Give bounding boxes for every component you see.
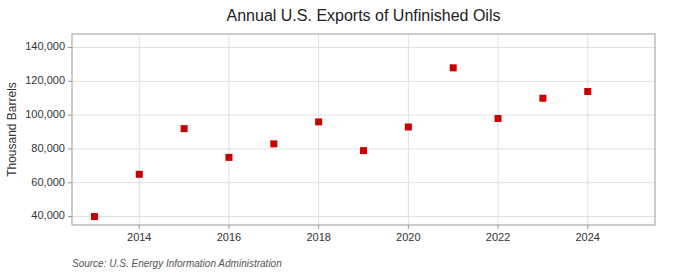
y-tick-label: 100,000 xyxy=(25,108,65,120)
y-tick xyxy=(68,47,72,48)
x-tick xyxy=(318,225,319,229)
y-tick-label: 120,000 xyxy=(25,74,65,86)
y-tick xyxy=(68,182,72,183)
point xyxy=(91,213,98,220)
x-tick xyxy=(408,225,409,229)
point xyxy=(360,147,367,154)
x-tick-label: 2014 xyxy=(127,231,151,243)
grid-line xyxy=(498,34,499,225)
grid-line xyxy=(72,81,655,82)
point xyxy=(450,64,457,71)
x-tick xyxy=(498,225,499,229)
title: Annual U.S. Exports of Unfinished Oils xyxy=(227,7,501,24)
grid-line xyxy=(228,34,229,225)
y-tick xyxy=(68,81,72,82)
y-tick-label: 60,000 xyxy=(31,176,65,188)
source-note: Source: U.S. Energy Information Administ… xyxy=(72,258,282,269)
x-tick-label: 2024 xyxy=(575,231,599,243)
point xyxy=(225,154,232,161)
plot-frame xyxy=(72,34,655,225)
y-tick-label: 40,000 xyxy=(31,209,65,221)
y-tick-label: 80,000 xyxy=(31,142,65,154)
axes: 40,000 60,000 80,000 100,000 120,000 140,000 2… xyxy=(25,40,600,243)
point xyxy=(539,95,546,102)
x-tick-label: 2018 xyxy=(306,231,330,243)
grid-line xyxy=(318,34,319,225)
grid-line xyxy=(72,115,655,116)
point xyxy=(405,123,412,130)
x-tick-label: 2020 xyxy=(396,231,420,243)
grid-line xyxy=(72,182,655,183)
x-tick-label: 2022 xyxy=(486,231,510,243)
point xyxy=(495,115,502,122)
points xyxy=(91,64,591,220)
grid-line xyxy=(72,47,655,48)
point xyxy=(584,88,591,95)
point xyxy=(181,125,188,132)
x-tick xyxy=(587,225,588,229)
point xyxy=(270,140,277,147)
grid-line xyxy=(139,34,140,225)
y-tick-label: 140,000 xyxy=(25,40,65,52)
grid xyxy=(72,34,655,225)
y-tick xyxy=(68,148,72,149)
y-tick xyxy=(68,115,72,116)
y-axis-label: Thousand Barrels xyxy=(5,82,19,177)
grid-line xyxy=(587,34,588,225)
x-tick xyxy=(228,225,229,229)
x-tick xyxy=(139,225,140,229)
y-tick xyxy=(68,216,72,217)
point xyxy=(136,171,143,178)
grid-line xyxy=(72,216,655,217)
chart: 40,000 60,000 80,000 100,000 120,000 140,000 2… xyxy=(0,0,675,275)
x-tick-label: 2016 xyxy=(217,231,241,243)
point xyxy=(315,118,322,125)
